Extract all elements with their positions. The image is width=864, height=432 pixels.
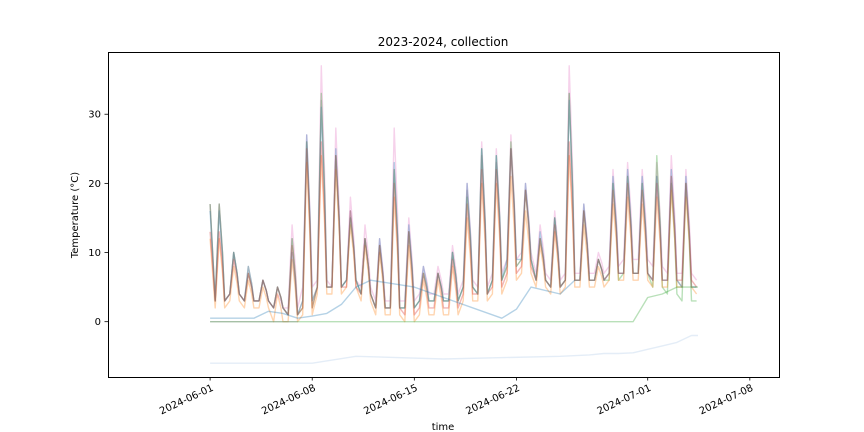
y-tick-label: 20 xyxy=(88,179,101,190)
series-line-5 xyxy=(209,141,698,316)
y-axis: 0 10 20 30 xyxy=(88,110,108,328)
series-line-2 xyxy=(209,92,697,316)
series-line-1 xyxy=(209,65,698,309)
plot-frame xyxy=(108,52,780,378)
x-tick-label: 2024-07-01 xyxy=(596,383,653,418)
y-tick-label: 0 xyxy=(95,317,101,328)
x-tick-label: 2024-06-01 xyxy=(158,383,215,418)
series-line-4 xyxy=(209,155,698,323)
x-tick-label: 2024-07-08 xyxy=(698,383,755,418)
series-line-3 xyxy=(209,99,697,316)
x-tick-label: 2024-06-08 xyxy=(260,383,317,418)
series-line-6 xyxy=(209,92,697,316)
x-axis: 2024-06-01 2024-06-08 2024-06-15 2024-06-22… xyxy=(158,377,755,417)
series-line-8 xyxy=(210,286,698,323)
x-tick-label: 2024-06-22 xyxy=(464,383,521,418)
series-line-7 xyxy=(210,279,576,319)
y-axis-title: Temperature (°C) xyxy=(70,172,81,259)
chart-title: 2023-2024, collection xyxy=(378,35,509,49)
y-tick-label: 30 xyxy=(88,110,101,121)
x-tick-label: 2024-06-15 xyxy=(362,383,419,418)
x-axis-title: time xyxy=(432,422,455,432)
series-line-10 xyxy=(210,334,698,364)
series-layer xyxy=(209,65,698,364)
y-tick-label: 10 xyxy=(88,248,101,259)
